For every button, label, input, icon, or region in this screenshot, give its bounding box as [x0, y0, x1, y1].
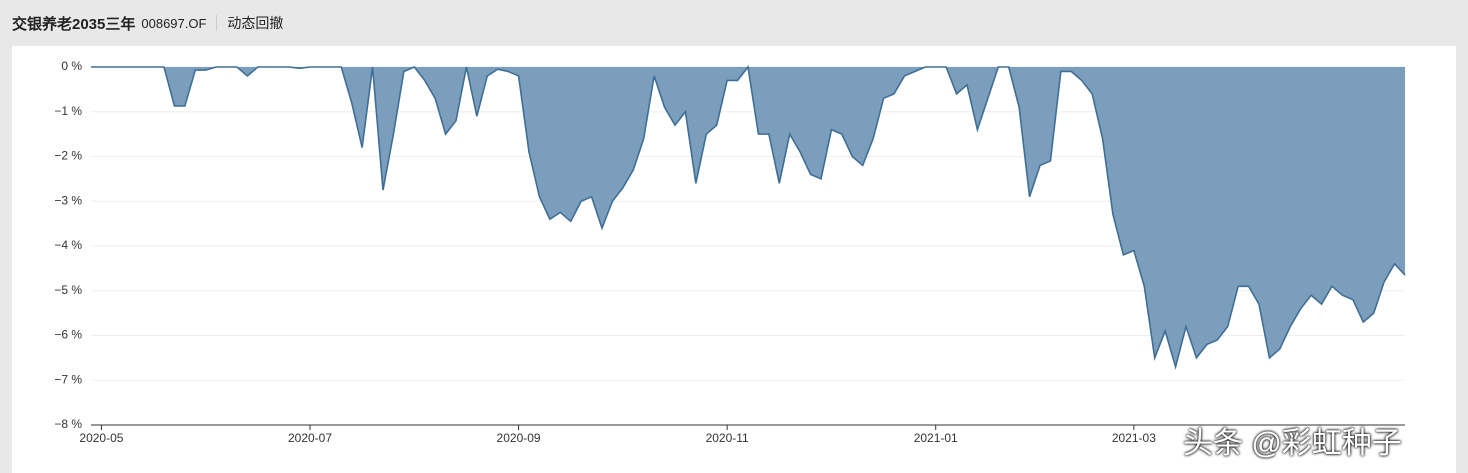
fund-title: 交银养老2035三年	[12, 15, 136, 33]
watermark: 头条 @彩虹种子	[1183, 427, 1402, 460]
y-tick-label: −1 %	[54, 104, 82, 118]
y-tick-label: −4 %	[54, 238, 82, 252]
x-tick-label: 2020-07	[288, 431, 332, 445]
x-tick-label: 2021-01	[914, 431, 958, 445]
area	[91, 67, 1405, 367]
y-tick-label: −6 %	[54, 328, 82, 342]
y-tick-label: −2 %	[54, 149, 82, 163]
y-tick-label: −8 %	[54, 417, 82, 431]
y-tick-label: −7 %	[54, 372, 82, 386]
x-tick-label: 2020-11	[706, 431, 749, 445]
x-tick-label: 2021-03	[1112, 431, 1156, 445]
y-tick-label: −5 %	[54, 283, 82, 297]
line	[91, 65, 1406, 370]
y-tick-label: 0 %	[61, 59, 82, 73]
y-tick-label: −3 %	[54, 193, 82, 207]
x-tick-label: 2020-05	[79, 431, 123, 445]
separator	[216, 15, 218, 31]
fund-code: 008697.OF	[141, 15, 207, 31]
x-tick-label: 2020-09	[497, 431, 541, 445]
tab[interactable]: 动态回撤	[227, 15, 284, 31]
header: 交银养老2035三年 008697.OF 动态回撤	[0, 0, 1468, 46]
